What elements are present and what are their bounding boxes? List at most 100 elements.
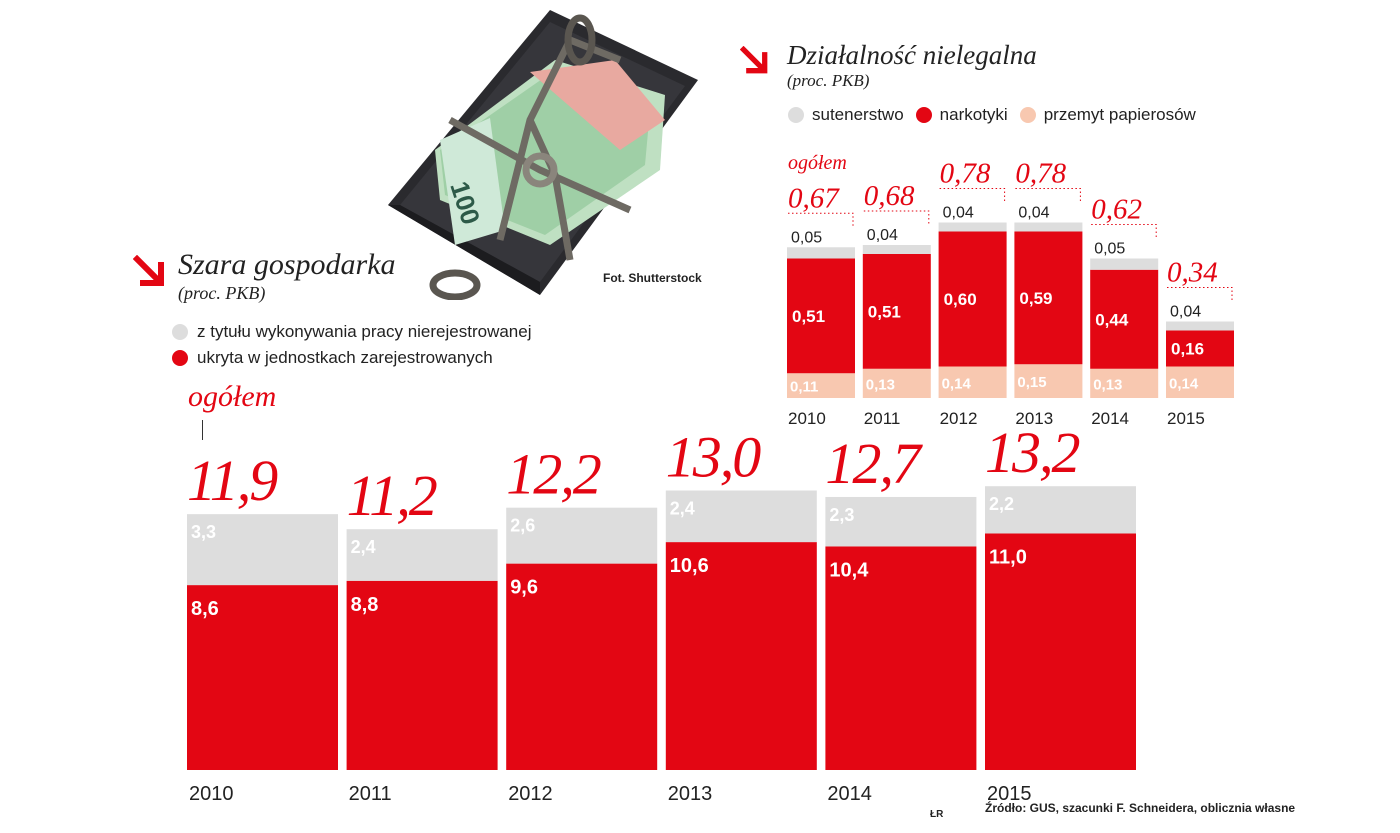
legend-dot-peach bbox=[1019, 107, 1036, 123]
main-x-tick-label: 2011 bbox=[349, 783, 392, 805]
main-chart-subtitle: (proc. PKB) bbox=[178, 283, 266, 303]
small-total-value: 0,78 bbox=[940, 158, 991, 190]
small-total-value: 0,67 bbox=[788, 182, 840, 214]
small-bar-red-2013 bbox=[1014, 231, 1083, 365]
small-bar-red-2012 bbox=[938, 231, 1007, 367]
main-legend-item-red: ukryta w jednostkach zarejestrowanych bbox=[172, 345, 532, 371]
small-bar-grey-label: 0,04 bbox=[1170, 304, 1201, 321]
main-bar-grey-2010 bbox=[187, 514, 338, 586]
main-bar-grey-label: 2,4 bbox=[351, 537, 376, 557]
legend-dot-grey bbox=[788, 107, 804, 123]
main-bar-red-2011 bbox=[346, 580, 498, 770]
main-bar-red-label: 9,6 bbox=[510, 577, 538, 599]
small-chart-subtitle: (proc. PKB) bbox=[787, 71, 870, 90]
small-bar-grey-2010 bbox=[787, 247, 855, 259]
main-bar-grey-2015 bbox=[985, 486, 1136, 534]
small-total-value: 0,68 bbox=[864, 180, 915, 212]
arrow-down-right-icon bbox=[740, 46, 768, 74]
main-total-connector bbox=[202, 420, 203, 440]
main-total-value: 12,2 bbox=[506, 442, 601, 507]
arrow-down-right-icon bbox=[133, 255, 164, 286]
wallet-chain-photo: 100 bbox=[388, 10, 698, 300]
small-bar-grey-2015 bbox=[1166, 321, 1234, 331]
main-chart-title: Szara gospodarka bbox=[178, 248, 396, 281]
main-x-tick-label: 2014 bbox=[827, 783, 872, 805]
small-bar-peach-label: 0,14 bbox=[942, 375, 972, 392]
small-bar-red-2010 bbox=[787, 258, 855, 374]
small-bar-red-label: 0,59 bbox=[1019, 289, 1052, 308]
small-bar-grey-2014 bbox=[1090, 258, 1159, 270]
main-x-tick-label: 2010 bbox=[189, 783, 234, 805]
small-bar-grey-2011 bbox=[862, 245, 931, 254]
small-bar-peach-2011 bbox=[862, 368, 931, 398]
small-chart-title: Działalność nielegalna bbox=[787, 40, 1037, 70]
small-bar-peach-2012 bbox=[938, 366, 1007, 398]
small-bar-grey-label: 0,05 bbox=[791, 229, 822, 246]
small-bar-peach-label: 0,13 bbox=[1093, 376, 1122, 393]
small-bar-grey-label: 0,04 bbox=[1018, 205, 1049, 222]
main-bar-grey-label: 2,4 bbox=[670, 499, 695, 519]
small-bar-red-2014 bbox=[1090, 269, 1159, 369]
main-total-value: 13,2 bbox=[985, 420, 1080, 485]
main-bar-grey-label: 3,3 bbox=[191, 522, 216, 542]
main-legend-label-red: ukryta w jednostkach zarejestrowanych bbox=[197, 348, 493, 367]
main-bar-red-label: 8,6 bbox=[191, 598, 219, 620]
small-total-value: 0,78 bbox=[1015, 158, 1066, 190]
small-bar-red-label: 0,44 bbox=[1095, 310, 1129, 329]
small-legend-label-1: narkotyki bbox=[939, 105, 1008, 124]
legend-dot-grey bbox=[172, 324, 188, 340]
small-bar-grey-label: 0,04 bbox=[943, 205, 974, 222]
small-bar-red-label: 0,60 bbox=[944, 290, 977, 309]
small-total-connector bbox=[863, 210, 930, 225]
main-bar-red-2010 bbox=[187, 585, 338, 770]
small-x-tick-label: 2012 bbox=[940, 409, 978, 428]
small-bar-grey-label: 0,05 bbox=[1094, 241, 1125, 258]
main-legend-item-grey: z tytułu wykonywania pracy nierejestrowa… bbox=[172, 319, 532, 345]
small-x-tick-label: 2014 bbox=[1091, 409, 1129, 428]
small-bar-grey-2013 bbox=[1014, 222, 1083, 232]
small-x-tick-label: 2010 bbox=[788, 409, 826, 428]
small-bar-grey-2012 bbox=[938, 222, 1007, 232]
source-note: Źródło: GUS, szacunki F. Schneidera, obl… bbox=[985, 801, 1296, 815]
main-bar-red-label: 8,8 bbox=[351, 594, 379, 616]
main-bar-grey-label: 2,3 bbox=[829, 505, 854, 525]
small-bar-peach-label: 0,14 bbox=[1169, 375, 1199, 392]
small-x-tick-label: 2011 bbox=[864, 409, 901, 428]
small-bar-peach-2015 bbox=[1166, 366, 1234, 398]
main-legend: z tytułu wykonywania pracy nierejestrowa… bbox=[172, 319, 532, 371]
small-bar-red-2015 bbox=[1166, 330, 1234, 367]
small-x-tick-label: 2013 bbox=[1015, 409, 1053, 428]
small-bar-peach-2010 bbox=[787, 373, 855, 398]
main-bar-red-2012 bbox=[506, 563, 658, 770]
small-total-connector bbox=[788, 212, 854, 228]
main-total-value: 13,0 bbox=[666, 425, 762, 490]
main-bar-red-label: 11,0 bbox=[989, 547, 1027, 569]
main-bar-grey-2014 bbox=[825, 496, 977, 547]
legend-dot-red bbox=[915, 107, 932, 123]
author-initials: ŁR bbox=[930, 809, 944, 820]
small-legend-label-0: sutenerstwo bbox=[812, 105, 904, 124]
main-total-value: 12,7 bbox=[825, 431, 923, 496]
small-total-connector bbox=[1167, 287, 1233, 302]
small-bar-red-label: 0,51 bbox=[868, 302, 901, 321]
main-bar-red-2013 bbox=[665, 542, 817, 770]
main-x-tick-label: 2013 bbox=[668, 783, 713, 805]
small-bar-red-2011 bbox=[862, 254, 931, 369]
small-bar-peach-label: 0,11 bbox=[790, 379, 818, 396]
small-total-value: 0,34 bbox=[1167, 257, 1218, 289]
small-bar-peach-label: 0,13 bbox=[866, 376, 895, 393]
small-x-tick-label: 2015 bbox=[1167, 409, 1205, 428]
main-bar-red-label: 10,6 bbox=[670, 555, 709, 577]
small-bar-peach-2014 bbox=[1090, 368, 1159, 398]
main-total-label: ogółem bbox=[188, 380, 277, 413]
chain-icon bbox=[429, 14, 632, 300]
small-bar-red-label: 0,16 bbox=[1171, 340, 1204, 359]
main-bar-red-2015 bbox=[985, 533, 1136, 770]
main-bar-grey-label: 2,2 bbox=[989, 494, 1014, 514]
main-bar-red-2014 bbox=[825, 546, 977, 770]
main-bar-red-label: 10,4 bbox=[829, 559, 869, 581]
photo-credit: Fot. Shutterstock bbox=[603, 271, 702, 285]
small-total-connector bbox=[1015, 188, 1081, 203]
main-legend-label-grey: z tytułu wykonywania pracy nierejestrowa… bbox=[197, 322, 532, 341]
main-bar-grey-2011 bbox=[346, 529, 498, 581]
